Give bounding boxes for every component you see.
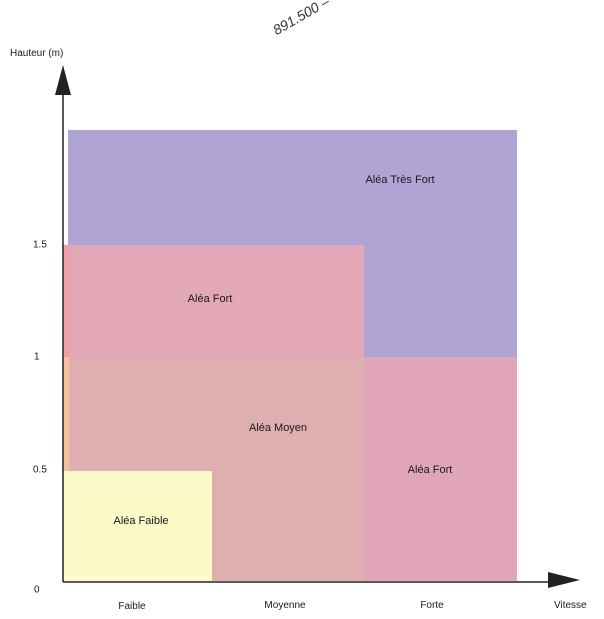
y-tick-0: 0: [34, 584, 40, 596]
zone-fort-right: [364, 357, 517, 581]
zone-faible: [63, 471, 212, 581]
zone-left-edge-orange: [63, 357, 69, 471]
y-tick-1-5: 1.5: [33, 239, 47, 251]
y-tick-1: 1: [34, 351, 40, 363]
x-axis-title: Vitesse: [554, 600, 587, 611]
x-tick-faible: Faible: [118, 601, 146, 612]
zone-label-fort-right: Aléa Fort: [407, 464, 453, 476]
y-axis-title: Hauteur (m): [10, 48, 64, 59]
zone-label-tres-fort: Aléa Très Fort: [365, 174, 435, 186]
y-tick-0-5: 0.5: [33, 464, 47, 476]
x-axis-arrowhead: [548, 572, 580, 588]
zone-left-edge-red: [63, 245, 69, 357]
zone-label-faible: Aléa Faible: [113, 515, 169, 527]
x-tick-moyenne: Moyenne: [264, 600, 306, 611]
zone-label-moyen: Aléa Moyen: [248, 422, 308, 434]
x-tick-forte: Forte: [420, 600, 444, 611]
zone-label-fort-left: Aléa Fort: [187, 293, 233, 305]
y-axis-arrowhead: [55, 65, 71, 95]
